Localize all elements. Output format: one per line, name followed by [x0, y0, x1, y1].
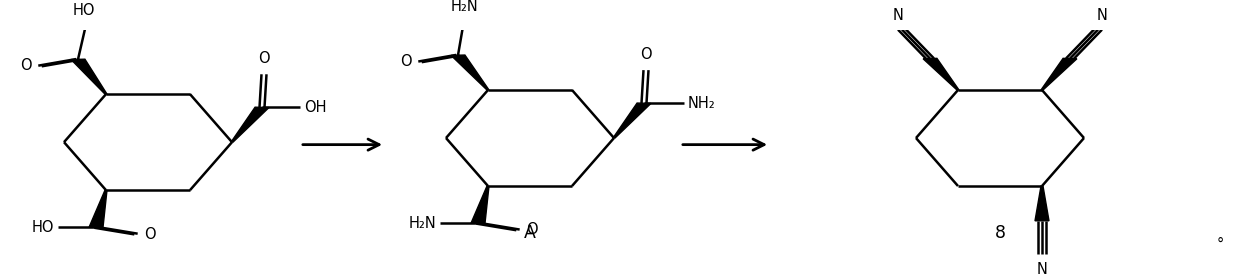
Polygon shape — [89, 190, 107, 227]
Text: °: ° — [1216, 237, 1224, 252]
Text: O: O — [640, 47, 652, 62]
Text: O: O — [526, 222, 538, 237]
Text: A: A — [525, 224, 536, 242]
Polygon shape — [451, 55, 489, 90]
Polygon shape — [923, 58, 959, 90]
Polygon shape — [231, 107, 269, 142]
Polygon shape — [1042, 58, 1076, 90]
Text: HO: HO — [31, 220, 55, 235]
Text: NH₂: NH₂ — [688, 96, 715, 111]
Polygon shape — [1035, 186, 1049, 221]
Text: N: N — [893, 8, 904, 23]
Text: O: O — [401, 54, 412, 69]
Text: 8: 8 — [994, 224, 1006, 242]
Text: O: O — [144, 227, 156, 242]
Text: O: O — [20, 58, 32, 73]
Text: OH: OH — [304, 100, 326, 115]
Polygon shape — [71, 59, 107, 94]
Text: N: N — [1096, 8, 1107, 23]
Text: H₂N: H₂N — [408, 216, 436, 231]
Text: H₂N: H₂N — [450, 0, 477, 14]
Text: N: N — [1037, 262, 1048, 277]
Polygon shape — [471, 186, 489, 223]
Text: HO: HO — [73, 3, 95, 18]
Text: O: O — [258, 51, 270, 66]
Polygon shape — [613, 103, 651, 138]
